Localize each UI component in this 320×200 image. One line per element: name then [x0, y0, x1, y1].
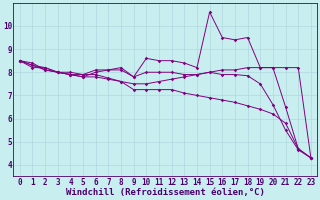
X-axis label: Windchill (Refroidissement éolien,°C): Windchill (Refroidissement éolien,°C): [66, 188, 265, 197]
